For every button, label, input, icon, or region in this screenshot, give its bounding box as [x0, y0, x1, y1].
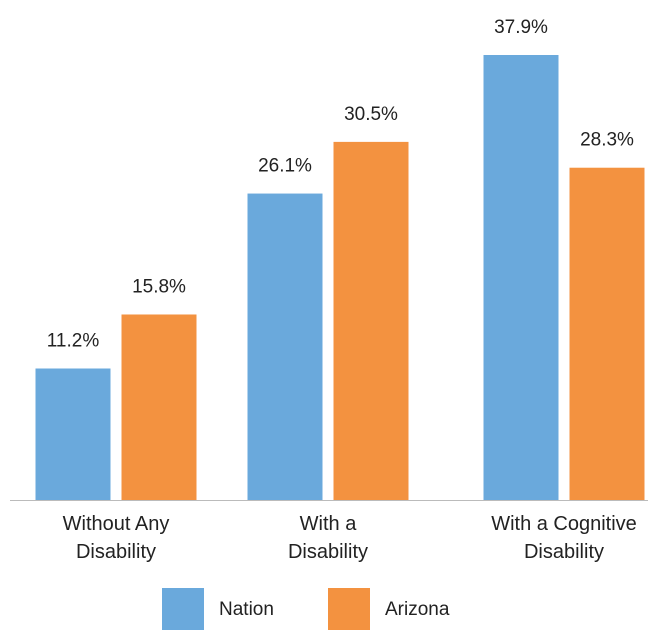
bar: [121, 314, 197, 500]
bar: [35, 368, 111, 500]
data-label: 30.5%: [344, 104, 398, 125]
data-label: 28.3%: [580, 130, 634, 151]
data-label: 15.8%: [132, 277, 186, 298]
legend-swatch: [328, 588, 370, 630]
data-label: 11.2%: [47, 331, 100, 352]
x-tick-label: With a Disability: [287, 513, 369, 563]
legend-label: Arizona: [385, 599, 450, 620]
bar: [483, 55, 559, 500]
bar: [247, 193, 323, 500]
bar: [569, 167, 645, 500]
x-tick-label: With a Cognitive Disability: [491, 513, 637, 563]
bar: [333, 141, 409, 501]
legend-swatch: [162, 588, 204, 630]
data-label: 26.1%: [258, 156, 312, 177]
x-tick-label: Without Any Disability: [62, 513, 170, 563]
data-label: 37.9%: [494, 17, 548, 38]
legend-label: Nation: [219, 599, 274, 620]
